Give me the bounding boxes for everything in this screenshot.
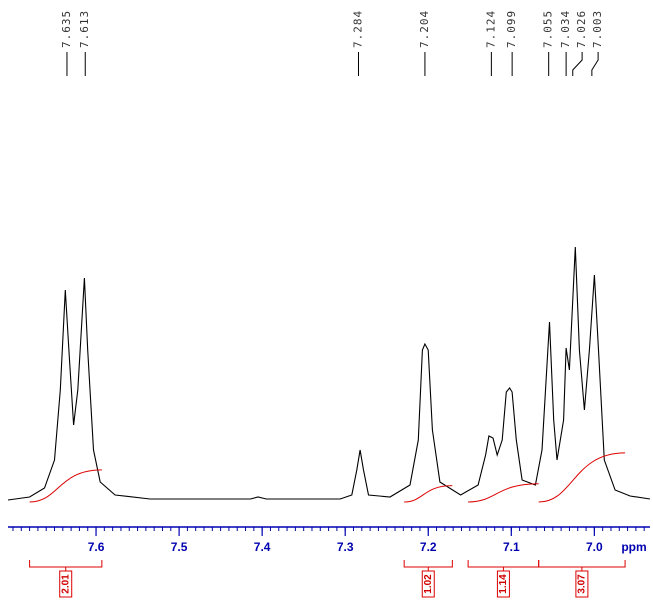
integral-bracket: [467, 560, 540, 571]
integral-bracket: [538, 560, 626, 571]
integral-label: 2.01: [60, 574, 71, 594]
x-tick-label: 7.3: [337, 540, 354, 554]
peak-label: 7.003: [591, 10, 604, 48]
integral-curve: [468, 483, 539, 503]
x-tick-label: 7.0: [586, 540, 603, 554]
peak-label: 7.099: [505, 10, 518, 48]
peak-label: 7.284: [351, 10, 364, 48]
integral-label: 1.02: [423, 574, 434, 594]
peak-label: 7.055: [542, 10, 555, 48]
x-tick-label: 7.4: [254, 540, 271, 554]
integral-curve: [404, 485, 453, 503]
peak-connector: [572, 52, 583, 76]
peak-label: 7.635: [60, 10, 73, 48]
x-tick-label: 7.5: [171, 540, 188, 554]
integral-curve: [29, 469, 102, 503]
x-tick-label: 7.1: [503, 540, 520, 554]
integral-box: [59, 570, 73, 598]
spectrum-line: [7, 246, 651, 501]
peak-label: 7.613: [78, 10, 91, 48]
peak-label: 7.204: [418, 10, 431, 48]
x-unit: ppm: [621, 540, 646, 554]
integral-box: [421, 570, 435, 598]
x-tick-label: 7.6: [88, 540, 105, 554]
integral-box: [575, 570, 589, 598]
integral-box: [496, 570, 510, 598]
peak-connector: [591, 52, 599, 76]
integral-label: 3.07: [577, 574, 588, 594]
integral-bracket: [29, 560, 103, 571]
integral-label: 1.14: [498, 574, 509, 594]
peak-label: 7.034: [559, 10, 572, 48]
integral-bracket: [403, 560, 453, 571]
x-tick-label: 7.2: [420, 540, 437, 554]
integral-curve: [538, 452, 626, 503]
peak-label: 7.026: [575, 10, 588, 48]
peak-label: 7.124: [484, 10, 497, 48]
